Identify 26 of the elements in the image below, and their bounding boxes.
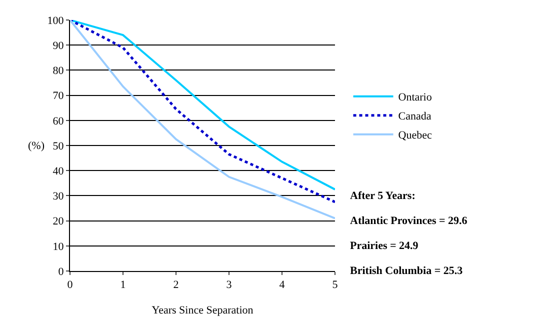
y-tick-label: 0 xyxy=(58,266,64,278)
text: Atlantic Provinces = 29.6 xyxy=(350,215,468,227)
x-tick-label: 2 xyxy=(173,279,179,292)
legend-label: Canada xyxy=(398,110,432,123)
y-tick-label: 20 xyxy=(52,216,64,228)
text: After 5 Years: xyxy=(350,190,416,202)
y-tick-label: 80 xyxy=(52,65,64,78)
x-tick-label: 1 xyxy=(120,279,126,292)
legend-label: Ontario xyxy=(398,92,432,104)
legend-label: Quebec xyxy=(398,130,432,142)
x-tick-label: 3 xyxy=(226,279,232,292)
y-tick-label: 70 xyxy=(52,90,64,102)
y-tick-label: 30 xyxy=(52,190,64,203)
x-tick-label: 5 xyxy=(332,279,338,292)
x-tick-label: 4 xyxy=(279,279,286,292)
y-tick-label: 10 xyxy=(52,240,64,253)
x-tick-label: 0 xyxy=(67,279,74,292)
text: Prairies = 24.9 xyxy=(350,240,419,252)
x-axis-title: Years Since Separation xyxy=(152,304,254,316)
text: British Columbia = 25.3 xyxy=(350,265,464,277)
y-tick-label: 40 xyxy=(52,165,64,178)
y-tick-label: 90 xyxy=(52,40,64,52)
y-tick-label: 60 xyxy=(52,115,64,128)
y-tick-label: 100 xyxy=(47,14,64,27)
y-axis-title: (%) xyxy=(28,140,45,152)
y-tick-label: 50 xyxy=(52,140,64,152)
